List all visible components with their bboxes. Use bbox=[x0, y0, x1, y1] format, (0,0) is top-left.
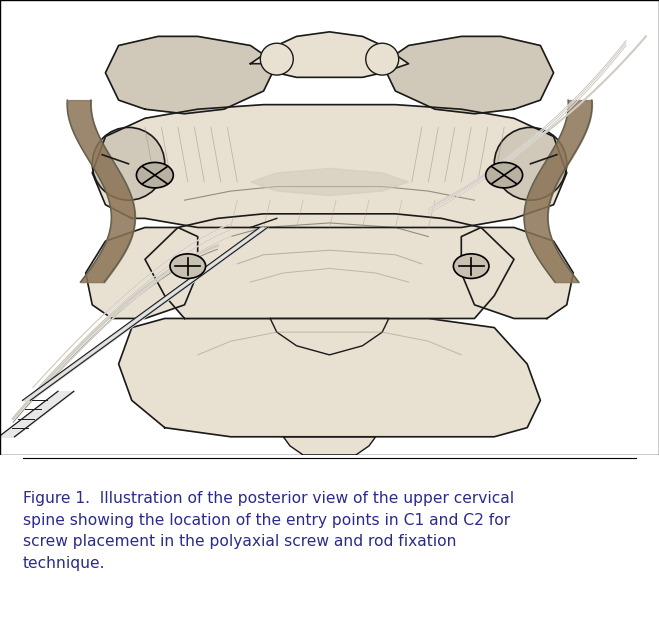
Polygon shape bbox=[461, 227, 573, 318]
Polygon shape bbox=[270, 318, 389, 355]
Ellipse shape bbox=[453, 254, 489, 279]
Polygon shape bbox=[250, 32, 409, 77]
Ellipse shape bbox=[92, 128, 165, 200]
Polygon shape bbox=[92, 105, 567, 227]
Polygon shape bbox=[86, 227, 198, 318]
Polygon shape bbox=[105, 37, 277, 114]
Ellipse shape bbox=[170, 254, 206, 279]
Ellipse shape bbox=[494, 128, 567, 200]
Polygon shape bbox=[250, 168, 409, 196]
Polygon shape bbox=[382, 37, 554, 114]
Polygon shape bbox=[119, 318, 540, 437]
Polygon shape bbox=[283, 437, 376, 455]
Text: Figure 1.  Illustration of the posterior view of the upper cervical
spine showin: Figure 1. Illustration of the posterior … bbox=[23, 491, 514, 571]
Ellipse shape bbox=[366, 43, 399, 75]
Polygon shape bbox=[145, 214, 514, 318]
Ellipse shape bbox=[136, 162, 173, 188]
Ellipse shape bbox=[260, 43, 293, 75]
Ellipse shape bbox=[486, 162, 523, 188]
